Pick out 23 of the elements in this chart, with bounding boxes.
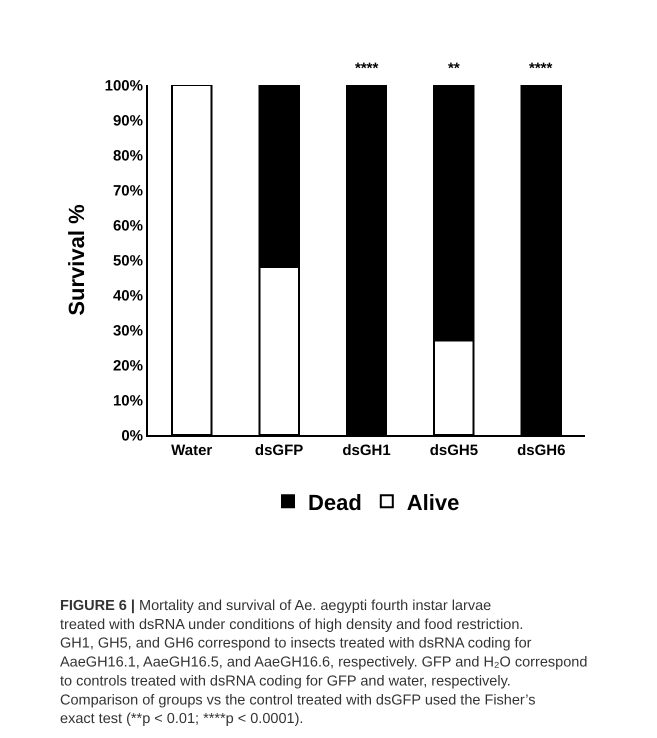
annotation: **: [448, 60, 460, 77]
annotation: ****: [355, 60, 379, 77]
y-tick-label: 100%: [104, 77, 143, 94]
y-tick-label: 0%: [121, 427, 143, 444]
y-tick-label: 10%: [112, 392, 143, 410]
y-tick-label: 80%: [112, 147, 143, 164]
x-tick-label: Water: [171, 442, 212, 459]
x-tick-label: dsGH5: [430, 442, 478, 459]
annotation: ****: [529, 60, 553, 77]
y-tick-label: 60%: [112, 217, 143, 234]
legend-label: Dead: [308, 490, 362, 515]
x-tick-label: dsGFP: [254, 442, 304, 459]
caption: FIGURE 6 | Mortality and survival of Ae. aegypti fourth instar larvae treated with dsRNA under conditions of high density and food restriction. GH1, GH5, and GH6 correspond to insects treated with dsRNA coding for AaeGH16.1, AaeGH16.5, and AaeGH16.6, respectively. GFP and H₂O correspond to controls treated with dsRNA coding for GFP and water, respectively. Comparison of groups vs the control treated with dsGFP used the Fisher’s exact test (**p < 0.01; ****p < 0.0001).: [60, 598, 588, 728]
legend-label: Alive: [406, 490, 460, 515]
y-tick-label: 40%: [112, 287, 143, 304]
y-axis-title: Survival %: [64, 204, 89, 316]
y-tick-label: 50%: [112, 252, 143, 270]
x-tick-label: dsGH1: [342, 442, 391, 459]
y-tick-label: 20%: [112, 357, 143, 374]
y-tick-label: 30%: [112, 322, 143, 340]
x-tick-label: dsGH6: [517, 442, 566, 459]
y-tick-label: 70%: [112, 182, 143, 200]
y-tick-label: 90%: [112, 112, 143, 130]
